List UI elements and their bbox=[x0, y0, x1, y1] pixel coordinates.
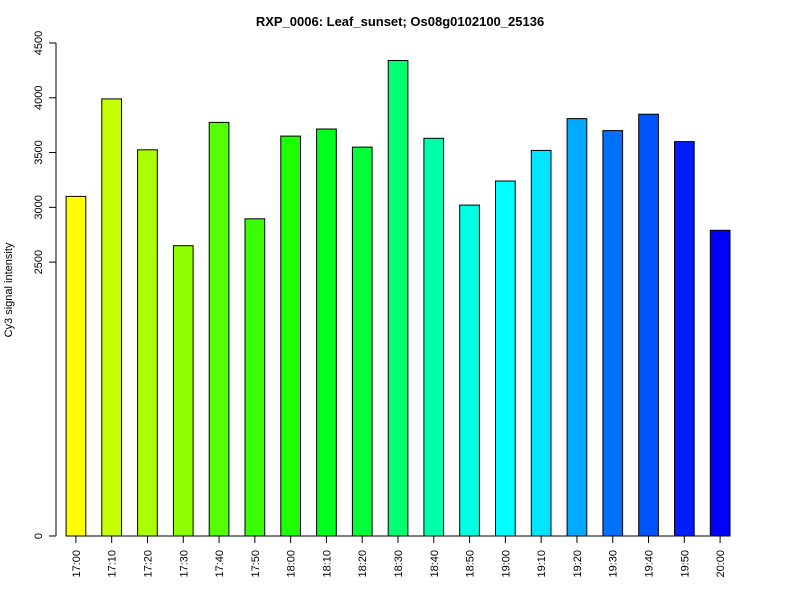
x-tick-label: 18:40 bbox=[429, 550, 441, 578]
bar bbox=[208, 121, 230, 537]
x-tick-label: 18:10 bbox=[321, 550, 333, 578]
bar bbox=[387, 60, 409, 537]
x-axis: 17:00 17:10 17:20 17:30 17:40 17:50 18:00 18:10… bbox=[71, 535, 727, 578]
x-tick-label: 17:50 bbox=[250, 550, 262, 578]
bar bbox=[65, 195, 87, 537]
bar bbox=[137, 149, 158, 537]
x-tick-label: 19:10 bbox=[536, 550, 548, 578]
y-axis: 0 2500 3000 3500 4000 4500 bbox=[33, 31, 57, 539]
bar bbox=[709, 229, 731, 537]
bar bbox=[423, 137, 445, 537]
y-tick-label: 4000 bbox=[33, 86, 45, 110]
x-tick-label: 17:00 bbox=[71, 550, 83, 578]
bar bbox=[459, 204, 480, 537]
bar bbox=[351, 146, 373, 537]
x-tick-label: 17:30 bbox=[178, 550, 190, 578]
x-tick-label: 17:40 bbox=[214, 550, 226, 578]
x-tick-label: 18:50 bbox=[465, 550, 477, 578]
bar bbox=[530, 149, 552, 537]
y-tick-label: 0 bbox=[33, 533, 45, 539]
x-tick-label: 17:10 bbox=[107, 550, 119, 578]
x-tick-label: 20:00 bbox=[715, 550, 727, 578]
x-tick-label: 19:20 bbox=[572, 550, 584, 578]
bar bbox=[101, 98, 123, 537]
x-tick-label: 17:20 bbox=[142, 550, 154, 578]
bar bbox=[602, 130, 624, 537]
chart-title: RXP_0006: Leaf_sunset; Os08g0102100_2513… bbox=[256, 14, 544, 29]
y-tick-label: 3500 bbox=[33, 140, 45, 164]
x-tick-label: 19:40 bbox=[644, 550, 656, 578]
y-tick-label: 3000 bbox=[33, 195, 45, 219]
bar bbox=[638, 113, 659, 537]
bar bbox=[566, 118, 588, 537]
bar bbox=[674, 141, 695, 537]
bars bbox=[65, 60, 731, 537]
bar bbox=[316, 128, 337, 537]
y-tick-label: 2500 bbox=[33, 250, 45, 274]
x-tick-label: 18:00 bbox=[286, 550, 298, 578]
x-tick-label: 19:00 bbox=[500, 550, 512, 578]
x-tick-label: 18:30 bbox=[393, 550, 405, 578]
bar bbox=[172, 245, 194, 537]
y-axis-label: Cy3 signal intensity bbox=[3, 242, 15, 337]
bar bbox=[244, 218, 266, 537]
x-tick-label: 19:30 bbox=[608, 550, 620, 578]
y-tick-label: 4500 bbox=[33, 31, 45, 55]
bar bbox=[280, 135, 301, 537]
bar bbox=[495, 180, 516, 537]
x-tick-label: 18:20 bbox=[357, 550, 369, 578]
x-tick-label: 19:50 bbox=[679, 550, 691, 578]
